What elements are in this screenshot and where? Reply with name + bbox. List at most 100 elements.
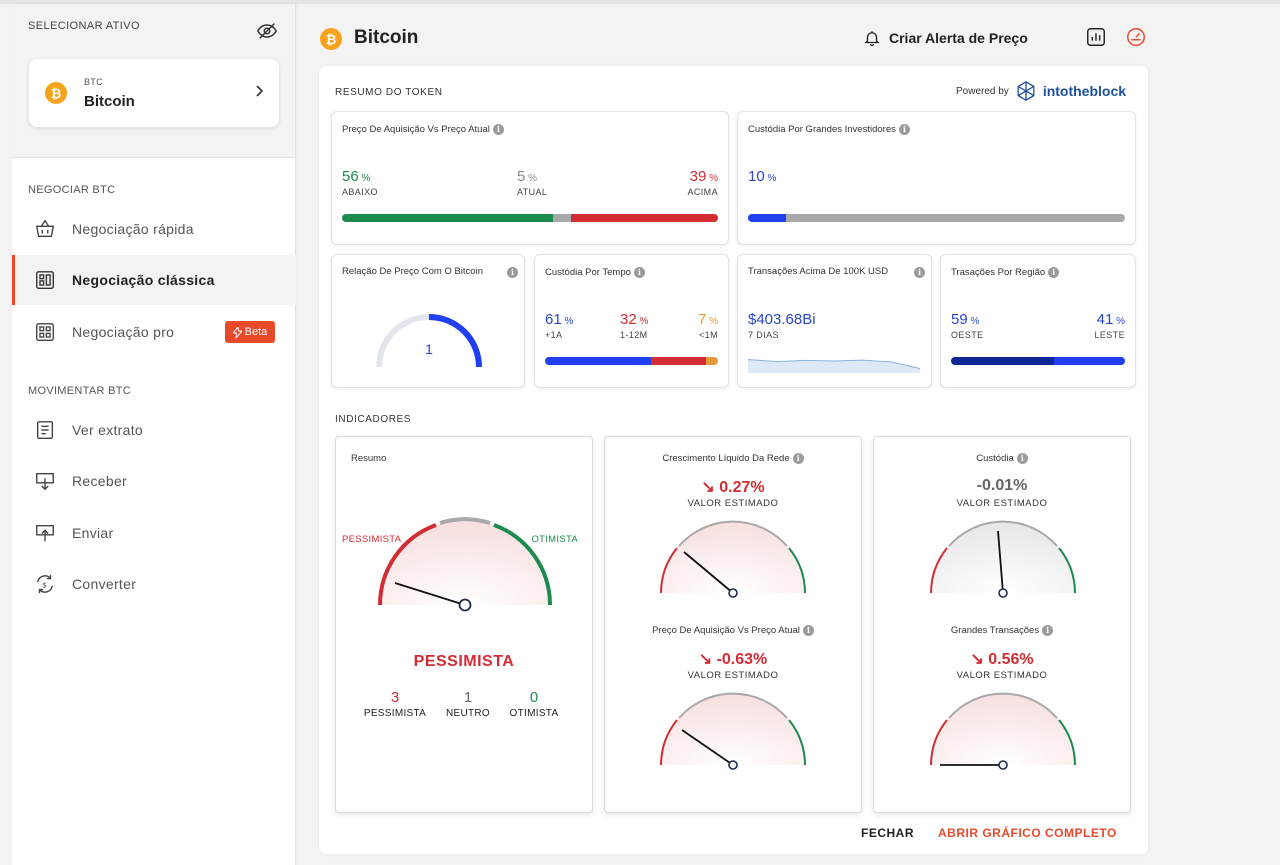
create-price-alert-label: Criar Alerta de Preço [889, 30, 1028, 46]
below-value: 56 % [342, 168, 371, 185]
net-growth-title: Crescimento Líquido Da Rede i [605, 453, 861, 464]
current-label: ATUAL [517, 187, 548, 197]
chevron-right-icon [256, 85, 264, 97]
beta-label: Beta [244, 326, 268, 338]
holding-1y-label: +1A [545, 330, 563, 340]
holding-1-12m-label: 1-12M [620, 330, 648, 340]
west-label: OESTE [951, 330, 984, 340]
indicator-card-right: Custódia i -0.01% VALOR ESTIMADO Grandes … [873, 436, 1131, 813]
sidebar-item-quick-trade[interactable]: Negociação rápida [12, 204, 296, 254]
optimist-count: 0 OTIMISTA [509, 689, 559, 719]
east-value: 41 % [1096, 311, 1125, 328]
info-icon[interactable]: i [1016, 453, 1028, 464]
top-border [0, 0, 1280, 4]
custody-value: -0.01% [976, 477, 1028, 494]
info-icon[interactable]: i [802, 625, 814, 636]
acquisition-indicator-title: Preço De Aquisição Vs Preço Atual i [605, 625, 861, 636]
whales-card: Custódia Por Grandes Investidores i 10 % [737, 111, 1136, 245]
summary-verdict: PESSIMISTA [413, 653, 515, 670]
svg-text:$: $ [42, 581, 47, 590]
sidebar-item-label: Converter [72, 576, 137, 592]
info-icon[interactable]: i [633, 267, 645, 278]
card-title: Relação De Preço Com O Bitcoin [342, 266, 483, 277]
bar-segment-rest [785, 214, 1125, 222]
asset-selector-section: SELECIONAR ATIVO ₿ BTC Bitcoin [12, 4, 295, 158]
close-button[interactable]: FECHAR [861, 826, 914, 840]
sidebar-item-classic-trade[interactable]: Negociação clássica [12, 255, 296, 305]
bar-segment-west [951, 357, 1054, 365]
trade-section-title: NEGOCIAR BTC [28, 184, 116, 196]
price-relation-value: 1 [425, 341, 433, 357]
statement-icon [36, 421, 54, 439]
powered-by: Powered by intotheblock [956, 80, 1126, 102]
info-icon[interactable]: i [898, 124, 910, 135]
sidebar-item-label: Ver extrato [72, 422, 144, 438]
neutral-count: 1 NEUTRO [445, 689, 491, 719]
acquisition-indicator-sub: VALOR ESTIMADO [687, 670, 779, 681]
holding-time-card: Custódia Por Tempo i 61 % +1A 32 % 1-12M … [534, 254, 729, 388]
card-title: Transações Acima De 100K USD [748, 266, 889, 277]
whales-bar [748, 214, 1125, 222]
layout-pro-icon [36, 323, 54, 341]
page-header: ₿ Bitcoin Criar Alerta de Preço [318, 22, 1158, 56]
card-title: Custódia Por Tempo i [545, 267, 645, 279]
eye-off-icon[interactable] [256, 20, 278, 42]
info-icon[interactable]: i [914, 267, 925, 278]
card-title: Preço De Aquisição Vs Preço Atual i [342, 124, 504, 136]
receive-icon [36, 472, 54, 491]
indicators-title: INDICADORES [335, 414, 412, 425]
sidebar: SELECIONAR ATIVO ₿ BTC Bitcoin NEGOCIAR … [12, 4, 296, 865]
price-relation-card: Relação De Preço Com O Bitcoin i 1 [331, 254, 525, 388]
bar-segment-1y [545, 357, 651, 365]
west-value: 59 % [951, 311, 980, 328]
sidebar-item-label: Negociação clássica [72, 272, 215, 288]
asset-selector-title: SELECIONAR ATIVO [28, 20, 140, 32]
send-icon [36, 524, 54, 542]
asset-selector-card[interactable]: ₿ BTC Bitcoin [29, 59, 279, 127]
create-price-alert-button[interactable]: Criar Alerta de Preço [863, 26, 1028, 50]
bar-segment-above [571, 214, 718, 222]
net-growth-gauge [660, 520, 806, 598]
bitcoin-icon: ₿ [45, 82, 67, 104]
region-bar [951, 357, 1125, 365]
bell-icon [864, 31, 880, 47]
convert-icon: $ [36, 574, 54, 594]
holding-1y-value: 61 % [545, 311, 574, 328]
sidebar-item-receive[interactable]: Receber [12, 456, 296, 506]
large-transactions-card: Transações Acima De 100K USD i $403.68Bi… [737, 254, 932, 388]
page-title: Bitcoin [354, 27, 419, 48]
sidebar-item-send[interactable]: Enviar [12, 508, 296, 558]
lightning-icon [232, 326, 242, 338]
card-title: Trasações Por Região i [951, 267, 1060, 279]
price-relation-gauge [376, 314, 482, 368]
info-icon[interactable]: i [1042, 625, 1054, 636]
sidebar-item-pro-trade[interactable]: Negociação pro Beta [12, 307, 296, 357]
pessimist-count: 3 PESSIMISTA [363, 689, 427, 719]
large-transactions-label: 7 DIAS [748, 330, 779, 340]
indicator-card-middle: Crescimento Líquido Da Rede i ↘ 0.27% VAL… [604, 436, 862, 813]
holding-1-12m-value: 32 % [620, 311, 649, 328]
asset-name: Bitcoin [84, 93, 135, 110]
basket-icon [35, 219, 55, 238]
sidebar-item-statement[interactable]: Ver extrato [12, 405, 296, 455]
acquisition-indicator-gauge [660, 692, 806, 770]
bar-segment-1-12m [650, 357, 706, 365]
chart-icon[interactable] [1085, 26, 1107, 48]
bar-segment-1m [705, 357, 718, 365]
info-icon[interactable]: i [792, 453, 804, 464]
current-value: 5 % [517, 168, 538, 185]
summary-indicator-title: Resumo [351, 453, 387, 464]
open-full-chart-button[interactable]: ABRIR GRÁFICO COMPLETO [938, 826, 1117, 840]
bar-segment-east [1053, 357, 1125, 365]
holding-1m-value: 7 % [697, 311, 718, 328]
info-icon[interactable]: i [507, 267, 518, 278]
speedometer-icon[interactable] [1125, 26, 1147, 48]
info-icon[interactable]: i [492, 124, 504, 135]
net-growth-value: ↘ 0.27% [701, 479, 765, 496]
large-tx-indicator-sub: VALOR ESTIMADO [956, 670, 1048, 681]
token-summary-title: RESUMO DO TOKEN [335, 87, 443, 98]
sidebar-item-convert[interactable]: $ Converter [12, 559, 296, 609]
intotheblock-logo-icon [1017, 81, 1035, 101]
asset-ticker: BTC [84, 77, 103, 87]
info-icon[interactable]: i [1048, 267, 1060, 278]
